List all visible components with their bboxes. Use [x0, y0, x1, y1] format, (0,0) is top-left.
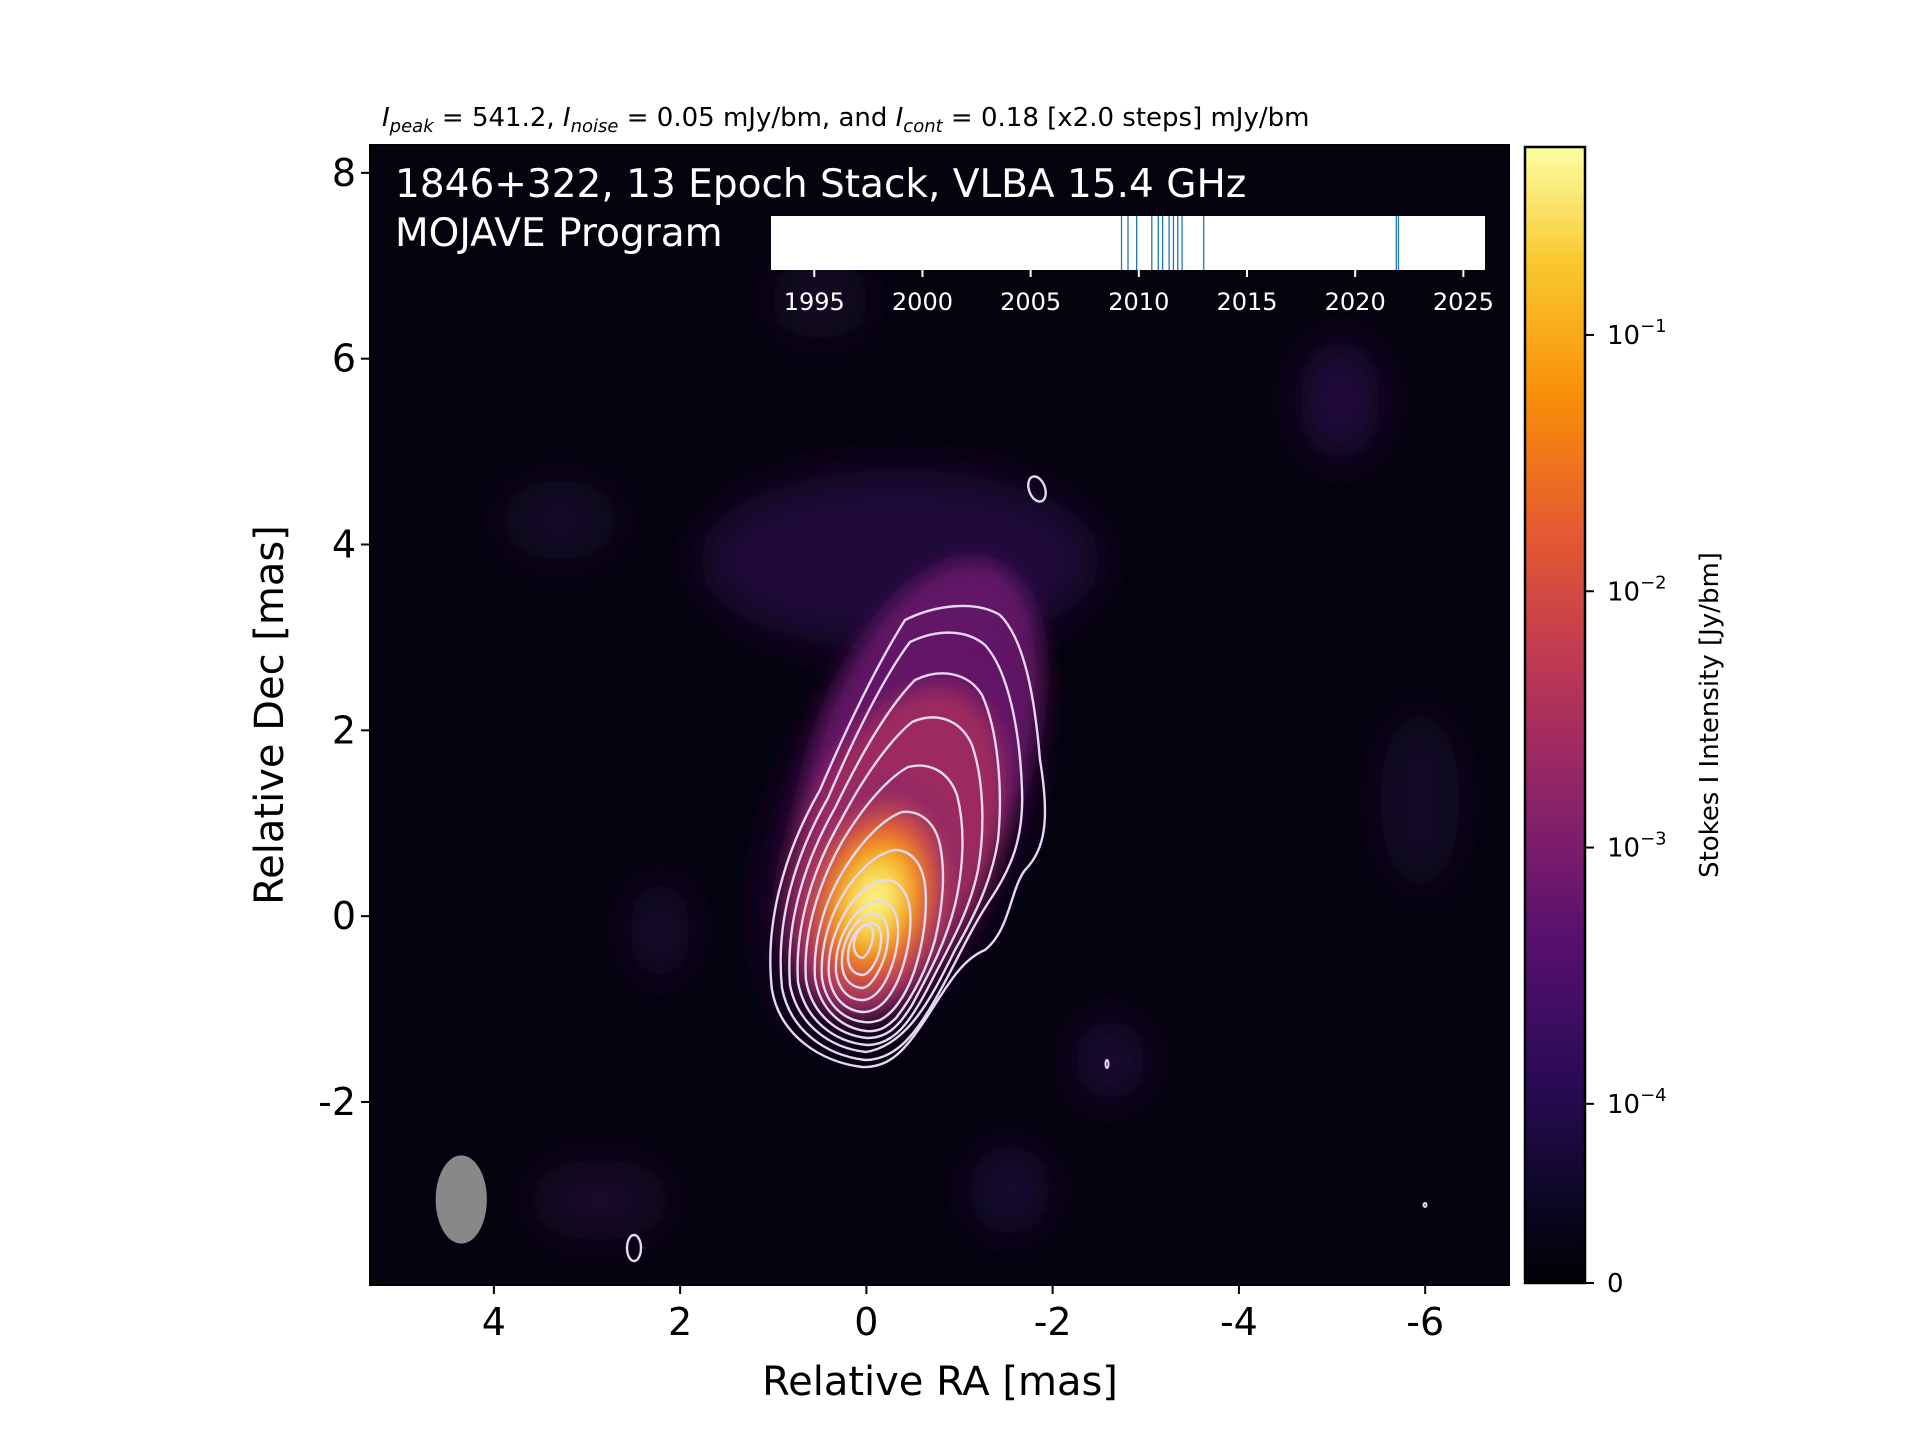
- restoring-beam: [435, 1155, 487, 1244]
- contour-island-south: [625, 1233, 643, 1263]
- epoch-lines: [1120, 216, 1400, 270]
- contour-level-1: [769, 604, 1047, 1069]
- y-tick-label: 8: [332, 151, 356, 195]
- contour-level-3: [788, 672, 1002, 1054]
- contour-level-5: [804, 764, 964, 1040]
- y-tick-label: 2: [332, 708, 356, 752]
- epoch-timeline: 1995 2000 2005 2010 2015 2020 2025: [771, 216, 1494, 316]
- contour-level-2: [779, 631, 1024, 1062]
- x-tick-label: 2: [668, 1300, 692, 1344]
- colorbar-ticks: 0 10−4 10−3 10−2 10−1: [1585, 316, 1667, 1299]
- colorbar-tick-label: 10−1: [1607, 316, 1667, 351]
- contour-level-7: [820, 848, 928, 1024]
- y-axis: 8 6 4 2 0 -2: [318, 151, 370, 1124]
- x-tick-label: -6: [1406, 1300, 1444, 1344]
- timeline-tick-label: 2025: [1433, 288, 1494, 316]
- emission-map: [435, 260, 1460, 1263]
- timeline-ticks: 1995 2000 2005 2010 2015 2020 2025: [784, 270, 1494, 316]
- colorbar-label: Stokes I Intensity [Jy/bm]: [1695, 552, 1725, 878]
- colorbar-tick-label: 10−4: [1607, 1085, 1667, 1120]
- image-panel: [369, 144, 1510, 1286]
- x-axis-label: Relative RA [mas]: [762, 1359, 1118, 1405]
- timeline-tick-label: 2015: [1216, 288, 1277, 316]
- image-frame: [369, 144, 1510, 1286]
- x-tick-label: -4: [1220, 1300, 1258, 1344]
- contour-island-southeast: [1422, 1202, 1428, 1208]
- x-tick-label: 4: [482, 1300, 506, 1344]
- y-axis-label: Relative Dec [mas]: [247, 525, 293, 905]
- timeline-tick-label: 2000: [892, 288, 953, 316]
- y-tick-label: -2: [318, 1080, 356, 1124]
- x-axis: 4 2 0 -2 -4 -6: [482, 1285, 1444, 1344]
- contours: [625, 475, 1428, 1263]
- contour-level-9: [834, 899, 900, 1002]
- colorbar-tick-label: 0: [1607, 1269, 1624, 1299]
- contour-level-12: [852, 924, 875, 960]
- contour-island-east: [1104, 1059, 1110, 1069]
- y-tick-label: 4: [332, 523, 356, 567]
- timeline-tick-label: 2010: [1108, 288, 1169, 316]
- x-tick-label: 0: [854, 1300, 878, 1344]
- source-title: 1846+322, 13 Epoch Stack, VLBA 15.4 GHz: [395, 162, 1246, 207]
- colorbar: 0 10−4 10−3 10−2 10−1 Stokes I Intensity [Jy…: [1523, 145, 1725, 1299]
- timeline-tick-label: 1995: [784, 288, 845, 316]
- colorbar-tick-label: 10−3: [1607, 829, 1667, 864]
- y-tick-label: 6: [332, 337, 356, 381]
- program-title: MOJAVE Program: [395, 211, 723, 256]
- timeline-tick-label: 2005: [1000, 288, 1061, 316]
- x-tick-label: -2: [1034, 1300, 1072, 1344]
- timeline-tick-label: 2020: [1325, 288, 1386, 316]
- contour-level-6: [813, 810, 945, 1033]
- chart-header: Ipeak = 541.2, Inoise = 0.05 mJy/bm, and…: [382, 103, 1309, 137]
- contour-level-8: [827, 878, 912, 1014]
- contour-level-4: [796, 716, 984, 1047]
- contour-level-11: [846, 922, 883, 977]
- colorbar-gradient: [1523, 145, 1587, 1285]
- colorbar-tick-label: 10−2: [1607, 572, 1667, 607]
- y-tick-label: 0: [332, 894, 356, 938]
- contour-island-north: [1027, 475, 1047, 503]
- contour-level-10: [840, 912, 890, 990]
